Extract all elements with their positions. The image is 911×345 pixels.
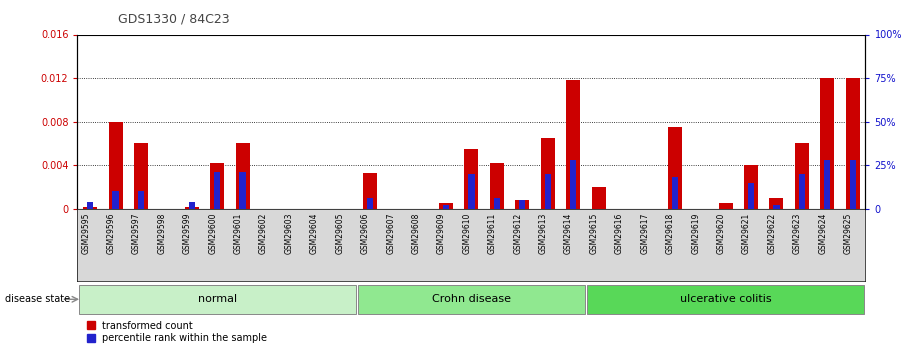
Text: Crohn disease: Crohn disease (432, 294, 511, 304)
Bar (87, 202, 93, 209)
Bar (490, 163, 504, 209)
Text: GSM29619: GSM29619 (691, 212, 701, 254)
Bar (519, 200, 526, 209)
Text: GSM29599: GSM29599 (183, 212, 192, 254)
Bar (83, 207, 97, 209)
Bar (516, 200, 529, 209)
Text: GSM29611: GSM29611 (488, 212, 496, 254)
Text: GSM29625: GSM29625 (844, 212, 853, 254)
Text: GSM29597: GSM29597 (132, 212, 141, 254)
Bar (214, 172, 220, 209)
Text: GDS1330 / 84C23: GDS1330 / 84C23 (118, 12, 230, 25)
Bar (773, 205, 780, 209)
Bar (566, 80, 580, 209)
Bar (138, 191, 144, 209)
Text: ulcerative colitis: ulcerative colitis (680, 294, 772, 304)
Bar (668, 127, 681, 209)
Text: GSM29610: GSM29610 (463, 212, 471, 254)
Text: GSM29596: GSM29596 (107, 212, 116, 254)
Bar (570, 160, 577, 209)
Bar (748, 183, 754, 209)
Bar (494, 198, 500, 209)
Bar (112, 191, 118, 209)
Text: GSM29622: GSM29622 (767, 212, 776, 254)
Text: GSM29614: GSM29614 (564, 212, 573, 254)
Text: GSM29603: GSM29603 (284, 212, 293, 254)
Bar (744, 165, 758, 209)
Bar (468, 174, 475, 209)
Bar (545, 174, 551, 209)
Text: GSM29604: GSM29604 (310, 212, 319, 254)
Text: GSM29621: GSM29621 (742, 212, 751, 254)
Bar (443, 205, 449, 209)
Text: GSM29606: GSM29606 (361, 212, 370, 254)
Bar (210, 163, 224, 209)
Bar (185, 207, 199, 209)
Bar (719, 203, 732, 209)
Bar (770, 198, 783, 209)
Bar (850, 160, 856, 209)
Bar (799, 174, 805, 209)
Bar (845, 78, 860, 209)
Bar (465, 149, 478, 209)
Text: disease state: disease state (5, 295, 69, 304)
Text: GSM29615: GSM29615 (589, 212, 599, 254)
Text: GSM29620: GSM29620 (717, 212, 726, 254)
Bar (541, 138, 555, 209)
Text: GSM29608: GSM29608 (412, 212, 421, 254)
Text: GSM29598: GSM29598 (158, 212, 167, 254)
Bar (671, 177, 678, 209)
Legend: transformed count, percentile rank within the sample: transformed count, percentile rank withi… (87, 321, 268, 344)
Bar (366, 198, 373, 209)
Bar (820, 78, 834, 209)
Text: GSM29623: GSM29623 (793, 212, 802, 254)
Text: GSM29616: GSM29616 (615, 212, 624, 254)
Bar (134, 144, 148, 209)
Text: GSM29613: GSM29613 (538, 212, 548, 254)
Text: GSM29600: GSM29600 (209, 212, 217, 254)
Bar (240, 172, 246, 209)
Bar (795, 144, 809, 209)
Text: GSM29617: GSM29617 (640, 212, 650, 254)
Bar (358, 285, 585, 314)
Bar (591, 187, 606, 209)
Text: GSM29618: GSM29618 (666, 212, 675, 254)
Bar (587, 285, 865, 314)
Bar (824, 160, 831, 209)
Bar (236, 144, 250, 209)
Bar (108, 122, 123, 209)
Text: GSM29609: GSM29609 (437, 212, 446, 254)
Text: GSM29595: GSM29595 (81, 212, 90, 254)
Text: GSM29605: GSM29605 (335, 212, 344, 254)
Text: GSM29607: GSM29607 (386, 212, 395, 254)
Text: GSM29601: GSM29601 (233, 212, 242, 254)
Bar (189, 202, 195, 209)
Text: normal: normal (198, 294, 237, 304)
Text: GSM29624: GSM29624 (818, 212, 827, 254)
Bar (78, 285, 356, 314)
Bar (439, 203, 453, 209)
Text: GSM29602: GSM29602 (259, 212, 268, 254)
Text: GSM29612: GSM29612 (513, 212, 522, 254)
Bar (363, 173, 377, 209)
